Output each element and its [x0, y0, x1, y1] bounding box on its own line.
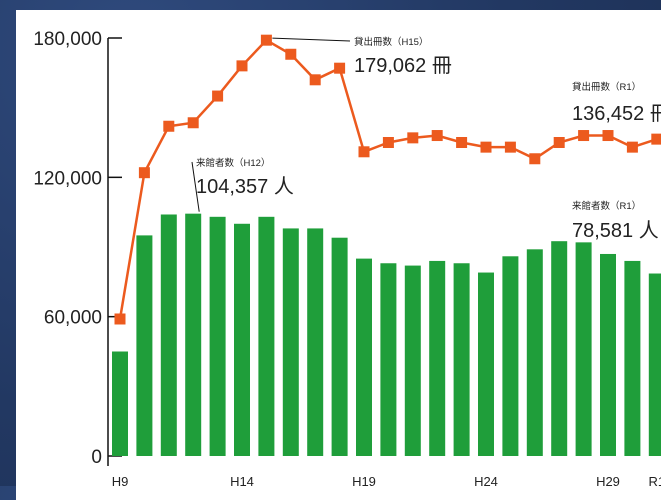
- bar-visitors: [112, 351, 128, 456]
- bar-visitors: [209, 216, 226, 456]
- bar-visitors: [136, 235, 153, 456]
- bar-visitors: [648, 273, 661, 456]
- point-loans: [334, 62, 346, 74]
- bar-visitors: [600, 253, 616, 456]
- x-tick-label: R1: [648, 474, 661, 489]
- annotation-label: 来館者数（R1）: [572, 200, 641, 212]
- annotation-label: 貸出冊数（R1）: [572, 81, 641, 93]
- point-loans: [212, 90, 224, 102]
- annotation-label: 来館者数（H12）: [196, 157, 270, 169]
- point-loans: [114, 313, 126, 325]
- point-loans: [651, 133, 661, 145]
- x-tick-label: H19: [352, 474, 376, 489]
- bar-visitors: [502, 256, 519, 456]
- bar-visitors: [404, 265, 421, 456]
- point-loans: [358, 146, 370, 158]
- annotation-leader: [191, 161, 200, 212]
- chart-svg: 0 60,000 120,000 180,000 H9 H14 H19 H24 H29 R1 貸出冊…: [33, 29, 661, 489]
- bar-visitors: [575, 242, 592, 456]
- bar-visitors: [160, 214, 177, 456]
- bar-visitors: [258, 216, 275, 456]
- point-loans: [187, 117, 199, 129]
- bar-visitors: [453, 263, 470, 456]
- point-loans: [529, 153, 541, 165]
- annotation-value: 179,062 冊: [354, 55, 452, 77]
- annotation-label: 貸出冊数（H15）: [354, 36, 428, 48]
- x-tick-label: H24: [474, 474, 498, 489]
- y-tick-label: 60,000: [44, 308, 102, 329]
- bar-visitors: [526, 249, 543, 456]
- point-loans: [456, 137, 468, 148]
- bar-visitors: [331, 237, 348, 456]
- point-loans: [480, 141, 492, 153]
- y-tick-label: 180,000: [33, 29, 102, 50]
- bar-visitors: [234, 223, 250, 456]
- bar-visitors: [356, 258, 372, 456]
- annotation-value: 104,357 人: [196, 175, 294, 198]
- y-tick-label: 120,000: [33, 168, 102, 189]
- bar-visitors: [307, 228, 324, 456]
- bar-visitors: [185, 213, 202, 456]
- point-loans: [602, 130, 614, 142]
- point-loans: [431, 130, 443, 142]
- bar-visitors: [551, 241, 568, 456]
- x-tick-label: H14: [230, 474, 254, 489]
- annotation-value: 136,452 冊: [572, 103, 661, 125]
- point-loans: [626, 141, 638, 153]
- bar-visitors: [380, 263, 397, 456]
- bar-visitors: [429, 260, 446, 456]
- point-loans: [138, 167, 150, 179]
- point-loans: [163, 120, 175, 132]
- annotation-leader: [272, 37, 351, 42]
- x-tick-label: H9: [112, 474, 129, 489]
- bar-visitors: [478, 272, 494, 456]
- bar-visitors: [282, 228, 299, 456]
- point-loans: [382, 137, 394, 148]
- point-loans: [285, 48, 297, 60]
- point-loans: [309, 74, 321, 86]
- chart-panel: 0 60,000 120,000 180,000 H9 H14 H19 H24 H29 R1 貸出冊…: [16, 10, 661, 500]
- point-loans: [553, 137, 565, 148]
- point-loans: [504, 141, 516, 153]
- annotation-value: 78,581 人: [572, 219, 659, 242]
- point-loans: [578, 130, 590, 142]
- y-tick-label: 0: [91, 447, 102, 468]
- x-tick-label: H29: [596, 474, 620, 489]
- bar-visitors: [624, 260, 641, 456]
- point-loans: [236, 60, 248, 72]
- point-loans: [260, 34, 272, 46]
- point-loans: [407, 132, 419, 144]
